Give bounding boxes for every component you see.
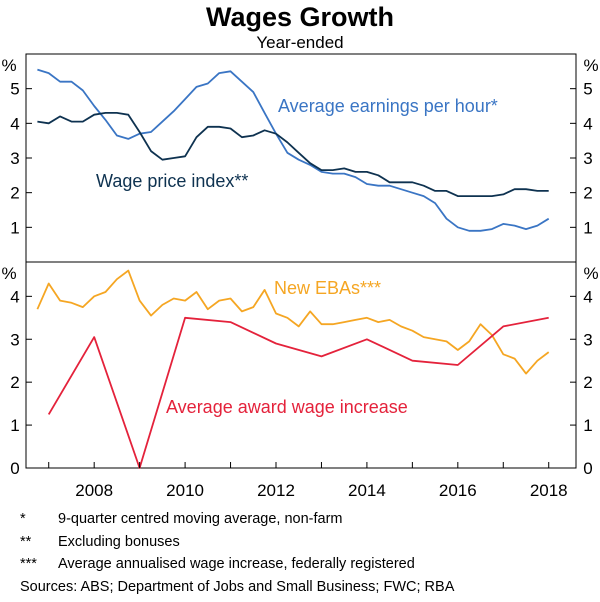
footnote-mark: * — [20, 511, 26, 527]
footnote-mark: ** — [20, 533, 32, 550]
x-tick-label: 2016 — [439, 481, 477, 500]
y-tick-label-right: 2 — [583, 184, 592, 203]
y-unit-left: % — [1, 56, 16, 75]
series-label-1-1: Average award wage increase — [166, 397, 408, 417]
footnote-text: 9-quarter centred moving average, non-fa… — [58, 511, 343, 527]
plot-area: % % 1 1 2 2 3 3 4 4 5 5 Average earnings per hour* Wa… — [1, 53, 599, 500]
y-tick-label-left: 2 — [10, 373, 19, 392]
y-tick-label-right: 5 — [583, 80, 592, 99]
footnote-text: Average annualised wage increase, federa… — [58, 556, 415, 572]
y-unit-right: % — [583, 56, 598, 75]
y-tick-label-left: 3 — [10, 149, 19, 168]
x-tick-label: 2018 — [530, 481, 568, 500]
y-tick-label-right: 3 — [583, 149, 592, 168]
series-line-1-1 — [47, 316, 549, 469]
y-tick-label-right: 4 — [583, 114, 592, 133]
chart-frame — [25, 53, 577, 469]
x-tick-label: 2012 — [257, 481, 295, 500]
y-tick-label-left: 4 — [10, 287, 19, 306]
x-tick-label: 2010 — [166, 481, 204, 500]
series-label-0-1: Wage price index** — [96, 171, 248, 191]
y-tick-label-right: 0 — [583, 459, 592, 478]
y-tick-label-left: 1 — [10, 416, 19, 435]
series-label-0-0: Average earnings per hour* — [278, 96, 498, 116]
x-tick-label: 2014 — [348, 481, 386, 500]
wages-growth-chart: Wages Growth Year-ended % % 1 1 2 2 3 3 4 4 5 5 Aver… — [1, 2, 599, 500]
chart-subtitle: Year-ended — [256, 33, 343, 52]
footnote-1: * 9-quarter centred moving average, non-f… — [20, 508, 454, 531]
footnote-3: *** Average annualised wage increase, fed… — [20, 553, 454, 576]
y-tick-label-left: 3 — [10, 330, 19, 349]
series-line-1-0 — [36, 269, 550, 375]
y-tick-label-left: 5 — [10, 80, 19, 99]
x-tick-label: 2008 — [75, 481, 113, 500]
chart-title: Wages Growth — [206, 2, 394, 32]
y-tick-label-left: 4 — [10, 114, 19, 133]
y-tick-label-right: 1 — [583, 416, 592, 435]
series-line-0-1 — [37, 112, 549, 198]
y-tick-label-right: 4 — [583, 287, 592, 306]
footnotes: * 9-quarter centred moving average, non-f… — [20, 508, 454, 598]
series-line-0-0 — [37, 68, 550, 232]
footnote-mark: *** — [20, 556, 37, 572]
y-tick-label-right: 2 — [583, 373, 592, 392]
y-tick-label-right: 1 — [583, 218, 592, 237]
y-tick-label-right: 3 — [583, 330, 592, 349]
footnote-2: ** Excluding bonuses — [20, 531, 454, 554]
series-label-1-0: New EBAs*** — [274, 278, 381, 298]
footnote-text: Excluding bonuses — [58, 533, 180, 550]
sources-note: Sources: ABS; Department of Jobs and Sma… — [20, 578, 455, 595]
y-tick-label-left: 0 — [10, 459, 19, 478]
y-unit-left: % — [1, 264, 16, 283]
y-tick-label-left: 1 — [10, 218, 19, 237]
y-unit-right: % — [583, 264, 598, 283]
y-tick-label-left: 2 — [10, 184, 19, 203]
